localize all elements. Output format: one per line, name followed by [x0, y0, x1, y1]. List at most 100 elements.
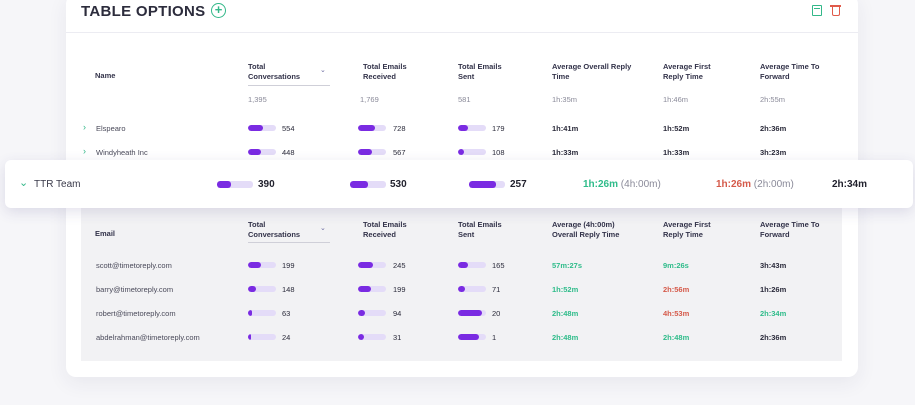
row-sent: 179: [492, 124, 505, 133]
row-conversations: 448: [282, 148, 295, 157]
conversations-bar: [248, 262, 276, 268]
team-conversations: 390: [258, 179, 275, 190]
team-avg-overall: 1h:26m (4h:00m): [583, 179, 661, 190]
member-email[interactable]: barry@timetoreply.com: [96, 285, 174, 294]
row-name[interactable]: Elspearo: [96, 124, 126, 133]
sub-col-header-total-conversations[interactable]: Total Conversations: [248, 220, 301, 239]
total-avg-first: 1h:46m: [663, 95, 689, 104]
member-received: 31: [393, 333, 402, 342]
member-sent: 1: [492, 333, 497, 342]
team-received: 530: [390, 179, 407, 190]
sent-bar: [458, 125, 486, 131]
member-sent: 20: [492, 309, 501, 318]
row-sent: 108: [492, 148, 505, 157]
col-header-avg-overall-reply[interactable]: Average Overall Reply Time: [552, 62, 632, 81]
sub-col-header-avg-time-forward[interactable]: Average Time To Forward: [760, 220, 820, 239]
member-received: 199: [393, 285, 406, 294]
team-avg-first-target: (2h:00m): [753, 179, 794, 190]
sort-underline: [248, 85, 330, 86]
received-bar: [358, 262, 386, 268]
row-avg-first: 1h:52m: [663, 124, 690, 133]
team-sent: 257: [510, 179, 527, 190]
team-avg-first-value: 1h:26m: [716, 179, 752, 190]
member-avg-first: 2h:56m: [663, 285, 690, 294]
sent-bar: [458, 262, 486, 268]
sort-underline: [248, 242, 330, 243]
sub-col-header-avg-overall-reply[interactable]: Average (4h:00m) Overall Reply Time: [552, 220, 620, 239]
save-icon[interactable]: [812, 5, 822, 16]
row-avg-overall: 1h:33m: [552, 148, 579, 157]
col-header-emails-sent[interactable]: Total Emails Sent: [458, 62, 502, 81]
member-email[interactable]: scott@timetoreply.com: [96, 261, 172, 270]
row-received: 567: [393, 148, 406, 157]
sub-col-header-emails-sent[interactable]: Total Emails Sent: [458, 220, 502, 239]
member-avg-overall: 57m:27s: [552, 261, 583, 270]
chevron-right-icon[interactable]: ›: [83, 122, 86, 132]
sub-col-header-emails-received[interactable]: Total Emails Received: [363, 220, 407, 239]
member-avg-forward: 2h:36m: [760, 333, 787, 342]
member-avg-forward: 2h:34m: [760, 309, 787, 318]
team-avg-first: 1h:26m (2h:00m): [716, 179, 794, 190]
total-avg-forward: 2h:55m: [760, 95, 786, 104]
member-avg-first: 4h:53m: [663, 309, 690, 318]
sort-chevron-icon[interactable]: ⌄: [320, 67, 326, 74]
conversations-bar: [248, 125, 276, 131]
member-avg-forward: 3h:43m: [760, 261, 787, 270]
row-avg-forward: 2h:36m: [760, 124, 787, 133]
trash-icon[interactable]: [830, 4, 841, 16]
received-bar: [358, 334, 386, 340]
conversations-bar: [248, 149, 276, 155]
col-header-name[interactable]: Name: [95, 71, 116, 80]
sort-chevron-icon[interactable]: ⌄: [320, 225, 326, 232]
member-conversations: 199: [282, 261, 295, 270]
conversations-bar: [248, 286, 276, 292]
received-bar: [358, 125, 386, 131]
col-header-avg-time-forward[interactable]: Average Time To Forward: [760, 62, 820, 81]
conversations-bar: [248, 310, 276, 316]
row-received: 728: [393, 124, 406, 133]
received-bar: [358, 286, 386, 292]
col-header-emails-received[interactable]: Total Emails Received: [363, 62, 407, 81]
conversations-bar: [248, 334, 276, 340]
member-conversations: 63: [282, 309, 291, 318]
chevron-down-icon[interactable]: ⌄: [19, 177, 29, 189]
member-avg-overall: 2h:48m: [552, 309, 579, 318]
member-avg-overall: 1h:52m: [552, 285, 579, 294]
total-avg-overall: 1h:35m: [552, 95, 578, 104]
member-avg-first: 2h:48m: [663, 333, 690, 342]
chevron-right-icon[interactable]: ›: [83, 146, 86, 156]
total-received: 1,769: [360, 95, 379, 104]
sent-bar: [458, 310, 486, 316]
col-header-avg-first-reply[interactable]: Average First Reply Time: [663, 62, 711, 81]
member-conversations: 148: [282, 285, 295, 294]
sub-col-header-email[interactable]: Email: [95, 229, 116, 238]
sent-bar: [458, 149, 486, 155]
page-title: TABLE OPTIONS: [81, 3, 206, 20]
conversations-bar: [217, 181, 253, 188]
row-avg-first: 1h:33m: [663, 148, 690, 157]
team-avg-forward: 2h:34m: [832, 179, 868, 190]
sent-bar: [469, 181, 505, 188]
team-name[interactable]: TTR Team: [34, 179, 81, 190]
plus-circle-icon[interactable]: +: [211, 3, 226, 18]
card-header: TABLE OPTIONS +: [66, 0, 858, 33]
sub-col-header-avg-first-reply[interactable]: Average First Reply Time: [663, 220, 711, 239]
expanded-team-row[interactable]: ⌄ TTR Team 390 530 257 1h:26m (4h:00m) 1…: [5, 160, 913, 208]
row-conversations: 554: [282, 124, 295, 133]
col-header-total-conversations[interactable]: Total Conversations: [248, 62, 301, 81]
received-bar: [358, 149, 386, 155]
member-email[interactable]: abdelrahman@timetoreply.com: [96, 333, 200, 342]
member-received: 94: [393, 309, 402, 318]
team-avg-overall-value: 1h:26m: [583, 179, 619, 190]
member-sent: 165: [492, 261, 505, 270]
member-email[interactable]: robert@timetoreply.com: [96, 309, 176, 318]
total-sent: 581: [458, 95, 471, 104]
received-bar: [350, 181, 386, 188]
row-name[interactable]: Windyheath Inc: [96, 148, 148, 157]
sent-bar: [458, 286, 486, 292]
received-bar: [358, 310, 386, 316]
member-conversations: 24: [282, 333, 291, 342]
sent-bar: [458, 334, 486, 340]
member-avg-overall: 2h:48m: [552, 333, 579, 342]
member-avg-forward: 1h:26m: [760, 285, 787, 294]
